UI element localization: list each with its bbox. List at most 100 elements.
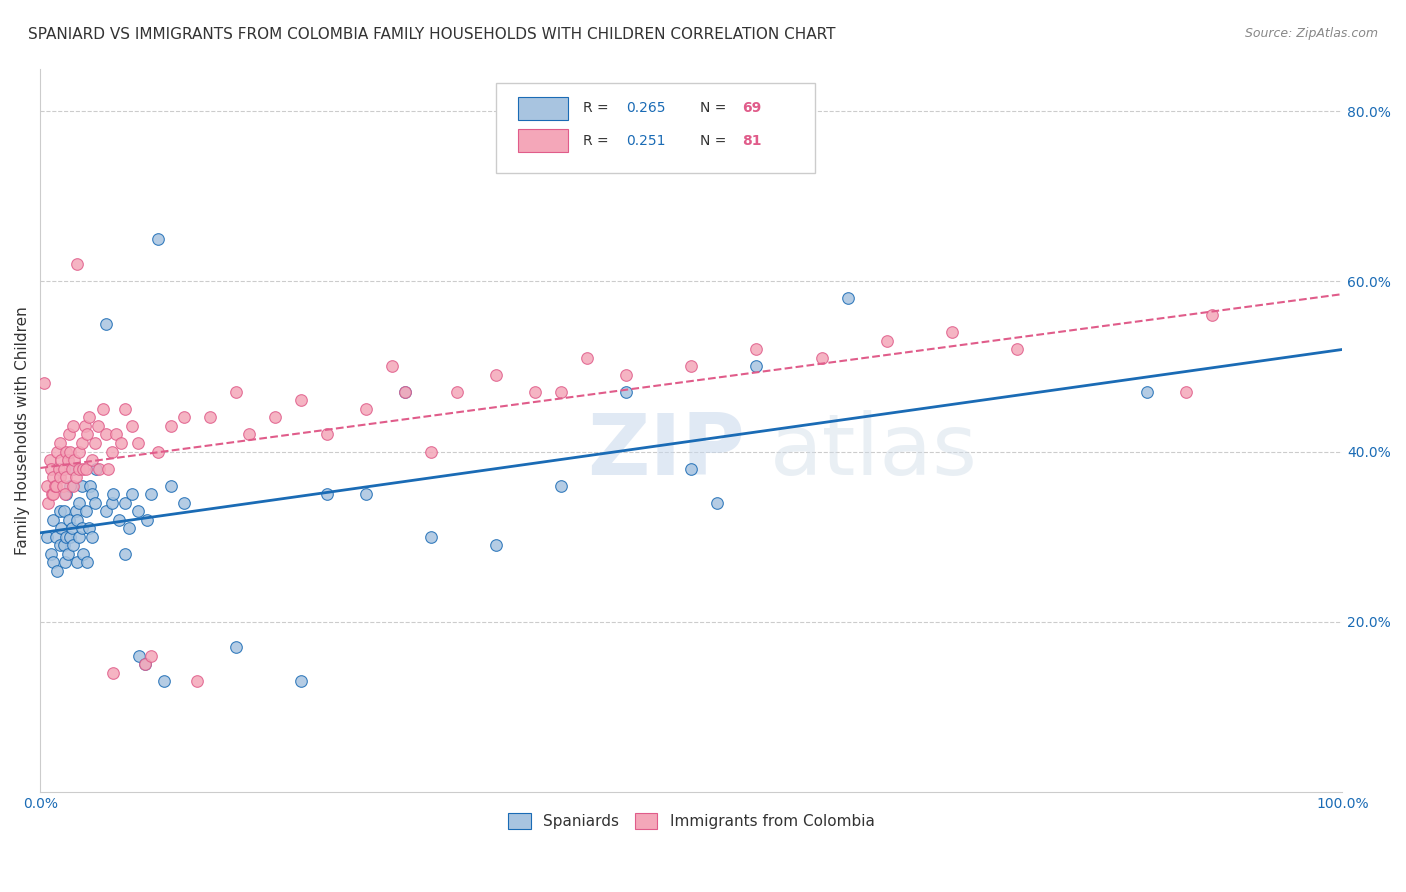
Point [77, 410, 100, 425]
Point [66, 513, 89, 527]
Text: Source: ZipAtlas.com: Source: ZipAtlas.com [1244, 27, 1378, 40]
Point [53, 487, 76, 501]
Y-axis label: Family Households with Children: Family Households with Children [15, 306, 30, 555]
Text: 0.265: 0.265 [626, 102, 666, 115]
Point [35, 530, 58, 544]
Point [45, 478, 67, 492]
Point [49, 538, 72, 552]
Point [420, 530, 443, 544]
Point [65, 504, 87, 518]
Point [706, 495, 728, 509]
Point [41, 487, 63, 501]
Point [45, 530, 67, 544]
Point [225, 384, 247, 399]
Point [59, 478, 82, 492]
Point [485, 538, 508, 552]
Point [77, 521, 100, 535]
Text: N =: N = [700, 102, 731, 115]
Point [79, 478, 101, 492]
Point [91, 401, 114, 416]
Point [86, 419, 108, 434]
Point [70, 521, 93, 535]
Point [810, 351, 832, 365]
Point [745, 343, 768, 357]
Point [84, 495, 107, 509]
Point [42, 487, 65, 501]
Point [128, 648, 150, 663]
Point [94, 317, 117, 331]
Point [614, 368, 637, 382]
FancyBboxPatch shape [519, 96, 568, 120]
Point [118, 521, 141, 535]
Point [127, 436, 149, 450]
Point [139, 648, 162, 663]
Text: 69: 69 [742, 102, 762, 115]
Point [59, 444, 82, 458]
Point [94, 427, 117, 442]
Point [62, 478, 84, 492]
FancyBboxPatch shape [519, 129, 568, 153]
Point [420, 444, 443, 458]
Point [70, 478, 93, 492]
Point [238, 427, 260, 442]
Point [485, 368, 508, 382]
Point [76, 555, 98, 569]
Point [139, 487, 162, 501]
Point [614, 384, 637, 399]
Point [103, 665, 125, 680]
Point [173, 495, 195, 509]
Point [60, 521, 83, 535]
Text: 81: 81 [742, 134, 762, 148]
Point [394, 384, 416, 399]
Point [39, 461, 62, 475]
Point [97, 461, 120, 475]
Point [44, 478, 66, 492]
Point [82, 530, 104, 544]
Point [1136, 384, 1159, 399]
Point [114, 495, 136, 509]
Point [62, 419, 84, 434]
Point [550, 384, 572, 399]
Point [55, 487, 77, 501]
Text: 0.251: 0.251 [626, 134, 666, 148]
Point [86, 461, 108, 475]
Point [69, 495, 91, 509]
Point [58, 427, 80, 442]
Point [51, 478, 73, 492]
Text: atlas: atlas [769, 410, 977, 493]
Point [837, 291, 859, 305]
Point [146, 232, 169, 246]
Point [524, 384, 547, 399]
Point [354, 401, 377, 416]
Point [58, 513, 80, 527]
Point [82, 487, 104, 501]
Point [315, 487, 337, 501]
Point [46, 444, 69, 458]
Point [146, 444, 169, 458]
Point [121, 487, 143, 501]
Text: ZIP: ZIP [588, 410, 745, 493]
Point [114, 401, 136, 416]
Point [941, 326, 963, 340]
FancyBboxPatch shape [496, 83, 815, 173]
Point [134, 657, 156, 672]
Point [381, 359, 404, 374]
Point [35, 478, 58, 492]
Point [103, 487, 125, 501]
Point [1201, 309, 1223, 323]
Point [127, 504, 149, 518]
Point [290, 393, 312, 408]
Point [49, 436, 72, 450]
Point [290, 674, 312, 689]
Point [76, 427, 98, 442]
Point [73, 419, 96, 434]
Point [745, 359, 768, 374]
Point [42, 470, 65, 484]
Point [354, 487, 377, 501]
Point [82, 453, 104, 467]
Point [56, 453, 79, 467]
Text: SPANIARD VS IMMIGRANTS FROM COLOMBIA FAMILY HOUSEHOLDS WITH CHILDREN CORRELATION: SPANIARD VS IMMIGRANTS FROM COLOMBIA FAM… [28, 27, 835, 42]
Point [84, 436, 107, 450]
Point [48, 461, 70, 475]
Point [186, 674, 208, 689]
